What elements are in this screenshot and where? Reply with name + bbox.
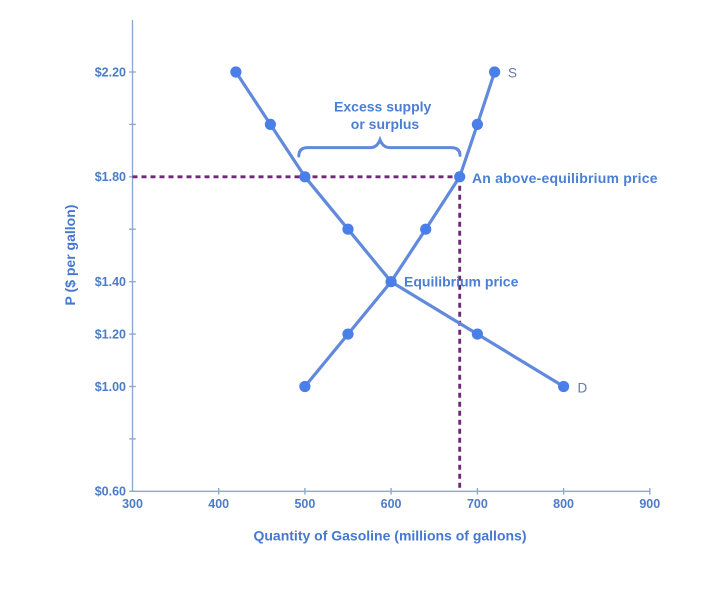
svg-text:600: 600 [381, 497, 402, 511]
svg-text:900: 900 [639, 497, 660, 511]
svg-text:S: S [508, 65, 517, 80]
svg-text:Excess supply: Excess supply [334, 99, 431, 115]
svg-text:D: D [578, 380, 588, 395]
svg-text:An above-equilibrium price: An above-equilibrium price [472, 170, 658, 186]
svg-text:700: 700 [467, 497, 488, 511]
svg-text:300: 300 [122, 497, 143, 511]
svg-text:$1.80: $1.80 [95, 170, 126, 184]
svg-text:$1.40: $1.40 [95, 275, 126, 289]
svg-text:$1.20: $1.20 [95, 327, 126, 341]
svg-text:$1.00: $1.00 [95, 380, 126, 394]
svg-text:400: 400 [208, 497, 229, 511]
svg-text:500: 500 [294, 497, 315, 511]
svg-text:or surplus: or surplus [351, 116, 420, 132]
svg-text:$2.20: $2.20 [95, 65, 126, 79]
svg-text:$0.60: $0.60 [95, 485, 126, 499]
svg-text:Quantity of Gasoline (millions: Quantity of Gasoline (millions of gallon… [253, 528, 526, 544]
svg-text:800: 800 [553, 497, 574, 511]
svg-text:P ($ per gallon): P ($ per gallon) [62, 205, 78, 306]
svg-text:Equilibrium price: Equilibrium price [404, 274, 519, 290]
